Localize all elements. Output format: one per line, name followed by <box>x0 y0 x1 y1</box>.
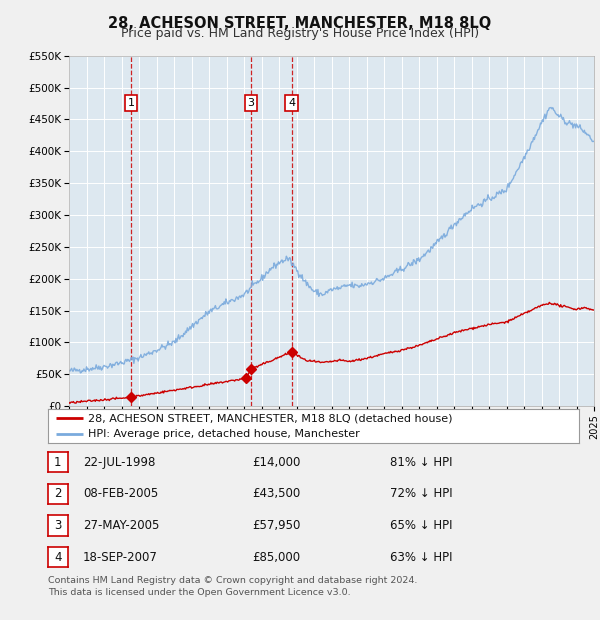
Text: 4: 4 <box>288 98 295 108</box>
Text: 1: 1 <box>128 98 134 108</box>
Text: 63% ↓ HPI: 63% ↓ HPI <box>390 551 452 564</box>
Text: 65% ↓ HPI: 65% ↓ HPI <box>390 519 452 532</box>
Text: 28, ACHESON STREET, MANCHESTER, M18 8LQ: 28, ACHESON STREET, MANCHESTER, M18 8LQ <box>109 16 491 30</box>
Text: 22-JUL-1998: 22-JUL-1998 <box>83 456 155 469</box>
Text: £85,000: £85,000 <box>252 551 300 564</box>
Text: 3: 3 <box>54 519 62 532</box>
Text: HPI: Average price, detached house, Manchester: HPI: Average price, detached house, Manc… <box>88 430 359 440</box>
Text: Contains HM Land Registry data © Crown copyright and database right 2024.
This d: Contains HM Land Registry data © Crown c… <box>48 576 418 597</box>
Text: 27-MAY-2005: 27-MAY-2005 <box>83 519 159 532</box>
Text: 18-SEP-2007: 18-SEP-2007 <box>83 551 158 564</box>
Text: £14,000: £14,000 <box>252 456 300 469</box>
Text: 3: 3 <box>248 98 254 108</box>
Text: £43,500: £43,500 <box>252 487 300 500</box>
Text: 08-FEB-2005: 08-FEB-2005 <box>83 487 158 500</box>
Text: 1: 1 <box>54 456 62 469</box>
Text: Price paid vs. HM Land Registry's House Price Index (HPI): Price paid vs. HM Land Registry's House … <box>121 27 479 40</box>
Text: 81% ↓ HPI: 81% ↓ HPI <box>390 456 452 469</box>
Text: 4: 4 <box>54 551 62 564</box>
Text: 28, ACHESON STREET, MANCHESTER, M18 8LQ (detached house): 28, ACHESON STREET, MANCHESTER, M18 8LQ … <box>88 413 452 423</box>
Text: 72% ↓ HPI: 72% ↓ HPI <box>390 487 452 500</box>
Text: 2: 2 <box>54 487 62 500</box>
Text: £57,950: £57,950 <box>252 519 300 532</box>
